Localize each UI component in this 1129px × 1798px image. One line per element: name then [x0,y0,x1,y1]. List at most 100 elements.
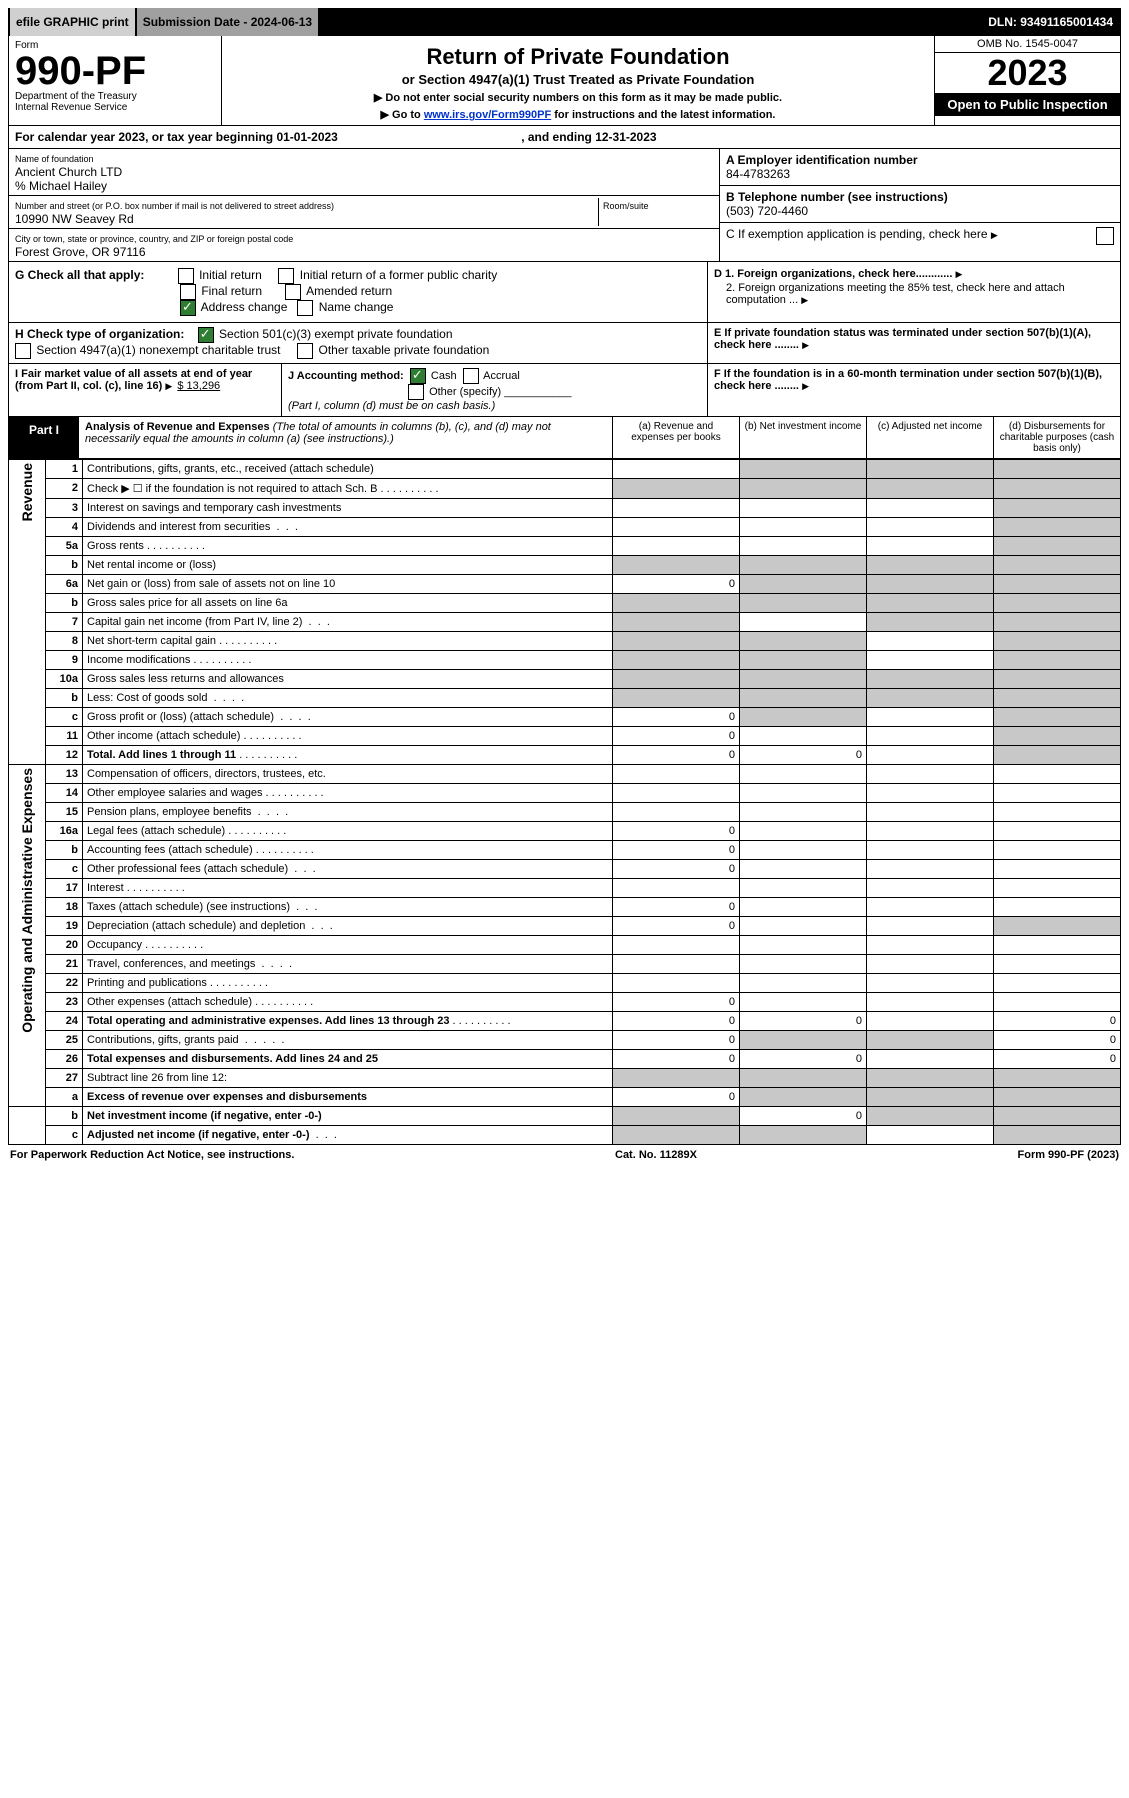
city-label: City or town, state or province, country… [15,234,293,244]
omb-number: OMB No. 1545-0047 [935,36,1120,53]
arrow-icon [801,294,810,306]
chk-initial[interactable] [178,268,194,284]
val-11-a: 0 [613,727,740,746]
row-1: Contributions, gifts, grants, etc., rece… [83,460,613,479]
row-16c: Other professional fees (attach schedule… [83,860,613,879]
val-25-a: 0 [613,1031,740,1050]
row-16b: Accounting fees (attach schedule) [83,841,613,860]
chk-initial-former[interactable] [278,268,294,284]
city-cell: City or town, state or province, country… [9,229,719,261]
open-public: Open to Public Inspection [935,93,1120,116]
g-opt4: Address change [201,300,288,314]
val-26-d: 0 [994,1050,1121,1069]
g-opt0: Initial return [199,268,262,282]
form-header: Form 990-PF Department of the Treasury I… [8,36,1121,126]
ein-cell: A Employer identification number 84-4783… [720,149,1120,186]
section-gd: G Check all that apply: Initial return I… [8,262,1121,323]
g-opt2: Final return [201,284,262,298]
val-23-a: 0 [613,993,740,1012]
part1-desc: Analysis of Revenue and Expenses (The to… [79,417,613,458]
form-subtitle: or Section 4947(a)(1) Trust Treated as P… [230,72,926,87]
chk-4947[interactable] [15,343,31,359]
section-he: H Check type of organization: Section 50… [8,323,1121,364]
row-27a: Excess of revenue over expenses and disb… [83,1088,613,1107]
c-label: C If exemption application is pending, c… [726,227,988,241]
footer-right: Form 990-PF (2023) [1018,1149,1119,1161]
j-accrual: Accrual [483,370,520,382]
h-opt2: Section 4947(a)(1) nonexempt charitable … [36,343,280,357]
cal-pre: For calendar year 2023, or tax year begi… [15,130,276,144]
col-a-head: (a) Revenue and expenses per books [613,417,740,458]
row-10b: Less: Cost of goods sold . . . . [83,689,613,708]
cal-end: 12-31-2023 [595,130,656,144]
instr2-post: for instructions and the latest informat… [554,109,775,121]
header-left: Form 990-PF Department of the Treasury I… [9,36,222,125]
header-center: Return of Private Foundation or Section … [222,36,935,125]
d-section: D 1. Foreign organizations, check here..… [708,262,1120,322]
j-note: (Part I, column (d) must be on cash basi… [288,400,495,412]
d2-label: 2. Foreign organizations meeting the 85%… [726,282,1065,306]
col-d-head: (d) Disbursements for charitable purpose… [994,417,1120,458]
irs-label: Internal Revenue Service [15,102,215,113]
side-revenue: Revenue [9,460,46,765]
j-other: Other (specify) [429,386,501,398]
efile-label[interactable]: efile GRAPHIC print [10,8,137,36]
chk-other-tax[interactable] [297,343,313,359]
chk-address-change[interactable] [180,300,196,316]
name-cell: Name of foundation Ancient Church LTD % … [9,149,719,196]
g-opt3: Amended return [306,284,392,298]
row-10c: Gross profit or (loss) (attach schedule)… [83,708,613,727]
chk-accrual[interactable] [463,368,479,384]
row-4: Dividends and interest from securities .… [83,518,613,537]
val-26-a: 0 [613,1050,740,1069]
dln: DLN: 93491165001434 [982,8,1119,36]
chk-other[interactable] [408,384,424,400]
val-6a-a: 0 [613,575,740,594]
i-section: I Fair market value of all assets at end… [9,364,282,416]
h-opt3: Other taxable private foundation [319,343,490,357]
part1-tag: Part I [9,417,79,458]
chk-501c3[interactable] [198,327,214,343]
row-16a: Legal fees (attach schedule) [83,822,613,841]
instr2-pre: ▶ Go to [381,109,424,121]
row-6a: Net gain or (loss) from sale of assets n… [83,575,613,594]
f-label: F If the foundation is in a 60-month ter… [714,368,1102,392]
c-checkbox[interactable] [1096,227,1114,245]
chk-final[interactable] [180,284,196,300]
cal-begin: 01-01-2023 [276,130,337,144]
val-19-a: 0 [613,917,740,936]
room-label: Room/suite [603,201,649,211]
e-label: E If private foundation status was termi… [714,327,1091,351]
chk-name-change[interactable] [297,300,313,316]
chk-amended[interactable] [285,284,301,300]
arrow-icon [955,268,964,280]
side-expenses: Operating and Administrative Expenses [9,765,46,1107]
row-5b: Net rental income or (loss) [83,556,613,575]
footer-mid: Cat. No. 11289X [615,1149,697,1161]
j-section: J Accounting method: Cash Accrual Other … [282,364,708,416]
chk-cash[interactable] [410,368,426,384]
arrow-icon [165,380,174,392]
val-10c-a: 0 [613,708,740,727]
info-block: Name of foundation Ancient Church LTD % … [8,149,1121,262]
row-23: Other expenses (attach schedule) [83,993,613,1012]
street-address: 10990 NW Seavey Rd [15,212,134,226]
row-27: Subtract line 26 from line 12: [83,1069,613,1088]
row-22: Printing and publications [83,974,613,993]
dept-label: Department of the Treasury [15,91,215,102]
instr-link[interactable]: www.irs.gov/Form990PF [424,109,551,121]
row-5a: Gross rents [83,537,613,556]
col-c-head: (c) Adjusted net income [867,417,994,458]
col-b-head: (b) Net investment income [740,417,867,458]
arrow-icon [802,380,811,392]
e-section: E If private foundation status was termi… [708,323,1120,363]
val-25-d: 0 [994,1031,1121,1050]
val-27a-a: 0 [613,1088,740,1107]
row-3: Interest on savings and temporary cash i… [83,499,613,518]
row-26: Total expenses and disbursements. Add li… [83,1050,613,1069]
form-title: Return of Private Foundation [230,44,926,70]
val-16b-a: 0 [613,841,740,860]
tel-label: B Telephone number (see instructions) [726,190,948,204]
g-label: G Check all that apply: [15,268,144,282]
footer-left: For Paperwork Reduction Act Notice, see … [10,1149,294,1161]
